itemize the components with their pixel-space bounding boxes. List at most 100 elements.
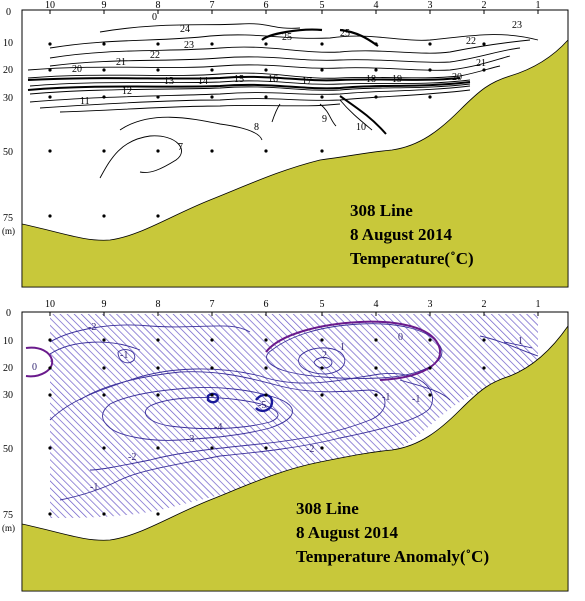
upper-contours [27, 23, 539, 179]
depth-label: 10 [3, 336, 13, 347]
lower-station-labels: 10 9 8 7 6 5 4 3 2 1 [45, 299, 541, 310]
contour-label: -2 [128, 452, 136, 463]
station-label: 1 [536, 299, 541, 310]
contour-label: -3 [186, 434, 194, 445]
station-label: 6 [264, 299, 269, 310]
station-label: 5 [320, 299, 325, 310]
contour-label: -1 [412, 394, 420, 405]
upper-station-dots [48, 42, 486, 218]
contour-label: 25 [282, 32, 292, 43]
upper-title-block: 308 Line 8 August 2014 Temperature(˚C) [350, 201, 474, 268]
lower-panel: 10 9 8 7 6 5 4 3 2 1 0 10 20 30 50 75 (m… [2, 299, 569, 592]
upper-depth-labels: 0 10 20 30 50 75 (m) [2, 7, 15, 236]
contour-label: 0 [152, 12, 157, 23]
section-date: 8 August 2014 [350, 225, 453, 244]
contour-label: 17 [302, 76, 312, 87]
section-variable: Temperature Anomaly(˚C) [296, 547, 489, 566]
contour-label: 22 [150, 50, 160, 61]
contour-label: 22 [466, 36, 476, 47]
anomaly-hatched-region [50, 314, 538, 518]
contour-label: 8 [254, 122, 259, 133]
station-label: 7 [210, 299, 215, 310]
contour-label: 23 [512, 20, 522, 31]
contour-label: 18 [366, 74, 376, 85]
contour-label: 16 [268, 74, 278, 85]
station-label: 6 [264, 0, 269, 11]
depth-label: 20 [3, 363, 13, 374]
upper-panel: 10 9 8 7 6 5 4 3 2 1 0 10 20 30 50 75 (m… [2, 0, 569, 288]
contour-label: 12 [122, 86, 132, 97]
contour-label: 0 [398, 332, 403, 343]
contour-label: 19 [392, 74, 402, 85]
contour-label: 25 [340, 28, 350, 39]
lower-title-block: 308 Line 8 August 2014 Temperature Anoma… [296, 499, 489, 566]
contour-label: 1 [340, 342, 345, 353]
station-label: 2 [482, 299, 487, 310]
station-label: 9 [102, 299, 107, 310]
depth-unit: (m) [2, 523, 15, 533]
upper-station-ticks [49, 10, 539, 14]
contour-label: -5 [258, 400, 266, 411]
section-line-title: 308 Line [296, 499, 359, 518]
contour-label: 2 [322, 350, 327, 361]
contour-label: 14 [198, 76, 208, 87]
depth-label: 75 [3, 213, 13, 224]
station-label: 8 [156, 299, 161, 310]
station-label: 7 [210, 0, 215, 11]
upper-station-labels: 10 9 8 7 6 5 4 3 2 1 [45, 0, 541, 11]
depth-label: 0 [6, 7, 11, 18]
contour-label: 20 [452, 72, 462, 83]
section-variable: Temperature(˚C) [350, 249, 474, 268]
contour-label: 7 [178, 142, 183, 153]
station-label: 5 [320, 0, 325, 11]
station-label: 2 [482, 0, 487, 11]
lower-contours [25, 320, 539, 501]
contour-label: 0 [32, 362, 37, 373]
depth-label: 20 [3, 65, 13, 76]
station-label: 9 [102, 0, 107, 11]
contour-label: 24 [180, 24, 190, 35]
section-date: 8 August 2014 [296, 523, 399, 542]
contour-label: -1 [120, 350, 128, 361]
lower-depth-labels: 0 10 20 30 50 75 (m) [2, 308, 15, 533]
depth-label: 0 [6, 308, 11, 319]
contour-label: 21 [476, 58, 486, 69]
depth-label: 10 [3, 38, 13, 49]
upper-seafloor [21, 38, 569, 288]
lower-station-ticks [49, 312, 539, 316]
depth-label: 50 [3, 147, 13, 158]
contour-label: 20 [72, 64, 82, 75]
station-label: 3 [428, 0, 433, 11]
contour-label: -2 [306, 444, 314, 455]
contour-label: 21 [116, 57, 126, 68]
depth-unit: (m) [2, 226, 15, 236]
lower-seafloor [21, 324, 569, 592]
depth-label: 30 [3, 93, 13, 104]
section-line-title: 308 Line [350, 201, 413, 220]
contour-label: -1 [382, 392, 390, 403]
contour-label: 13 [164, 76, 174, 87]
contour-label: -4 [214, 422, 222, 433]
depth-label: 75 [3, 510, 13, 521]
contour-label: 10 [356, 122, 366, 133]
depth-label: 30 [3, 390, 13, 401]
station-label: 8 [156, 0, 161, 11]
lower-contour-labels: -2 -1 0 1 2 0 -1 -2 -3 -4 -5 -2 -1 -1 1 [32, 322, 523, 493]
station-label: 4 [374, 299, 379, 310]
contour-label: 15 [234, 74, 244, 85]
contour-label: -2 [88, 322, 96, 333]
contour-label: 9 [322, 114, 327, 125]
contour-label: 11 [80, 96, 90, 107]
contour-label: 1 [518, 336, 523, 347]
station-label: 10 [45, 0, 55, 11]
station-label: 10 [45, 299, 55, 310]
contour-label: 23 [184, 40, 194, 51]
station-label: 1 [536, 0, 541, 11]
lower-station-dots [48, 338, 486, 516]
station-label: 3 [428, 299, 433, 310]
upper-contour-labels: 24 25 25 23 22 23 20 21 22 21 20 11 12 1… [72, 12, 522, 153]
depth-label: 50 [3, 444, 13, 455]
contour-label: -1 [90, 482, 98, 493]
station-label: 4 [374, 0, 379, 11]
